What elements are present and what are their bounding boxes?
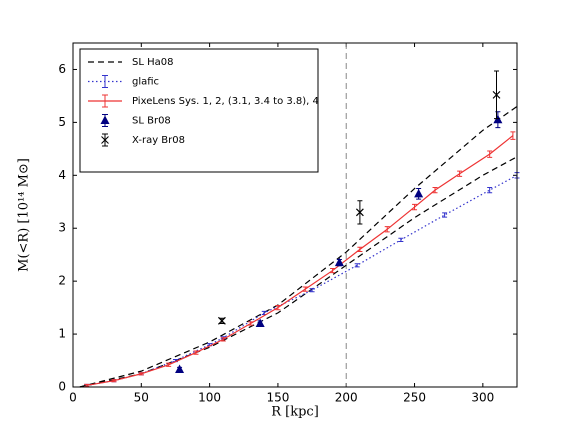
error-bar (354, 263, 360, 268)
error-bar (248, 321, 254, 326)
error-bar (138, 372, 144, 376)
error-bar (330, 267, 336, 274)
marker-triangle (414, 188, 424, 198)
error-bar (111, 379, 117, 383)
y-axis-label: M(<R) [10¹⁴ M⊙] (17, 158, 32, 272)
line-lower (79, 156, 518, 388)
x-tick-label: 150 (266, 391, 289, 405)
error-bar (84, 383, 90, 387)
y-tick-label: 2 (58, 274, 66, 288)
x-tick-label: 250 (403, 391, 426, 405)
legend-label: PixeLens Sys. 1, 2, (3.1, 3.4 to 3.8), 4 (132, 96, 319, 107)
marker-x (217, 316, 226, 325)
error-bar (166, 362, 172, 367)
legend-errorbar (102, 75, 108, 88)
marker-triangle (334, 257, 344, 267)
error-bar (309, 288, 315, 293)
legend-label: glafic (132, 77, 159, 88)
error-bar (193, 350, 199, 355)
y-tick-label: 4 (58, 168, 66, 182)
y-tick-label: 1 (58, 327, 66, 341)
plot-frame (72, 42, 518, 388)
error-bar (357, 246, 363, 253)
legend-marker (100, 115, 110, 124)
error-bar (442, 212, 448, 218)
error-bar (302, 286, 308, 292)
error-bar (398, 237, 404, 242)
error-bar (432, 186, 438, 194)
y-tick-label: 3 (58, 221, 66, 235)
y-tick-label: 6 (58, 62, 66, 76)
y-tick-label: 0 (58, 380, 66, 394)
marker-triangle (255, 318, 265, 327)
legend-label: SL Ha08 (132, 57, 173, 68)
error-bar (487, 186, 493, 194)
y-tick-label: 5 (58, 115, 66, 129)
error-bar (220, 337, 226, 342)
x-tick-label: 100 (198, 391, 221, 405)
x-axis-label: R [kpc] (271, 405, 319, 420)
line (86, 135, 514, 387)
error-bar (487, 150, 493, 158)
marker-x (492, 90, 501, 99)
error-bar (275, 304, 281, 311)
x-tick-label: 200 (335, 391, 358, 405)
legend: SL Ha08 glafic PixeLens Sys. 1, 2, (3.1, 3… (79, 48, 319, 173)
marker-triangle (175, 364, 185, 374)
error-bar (412, 203, 418, 211)
legend-errorbar (102, 94, 108, 108)
marker-x (355, 208, 364, 217)
error-bar (510, 131, 516, 140)
line (86, 174, 518, 387)
error-bar (457, 170, 463, 177)
error-bar (384, 226, 390, 233)
legend-label: X-ray Br08 (132, 135, 185, 146)
x-tick-label: 50 (134, 391, 149, 405)
line (79, 106, 518, 388)
legend-label: SL Br08 (132, 116, 171, 127)
x-tick-label: 0 (69, 391, 77, 405)
legend-marker (101, 136, 109, 144)
legend-box (79, 48, 319, 173)
x-tick-label: 300 (471, 391, 494, 405)
